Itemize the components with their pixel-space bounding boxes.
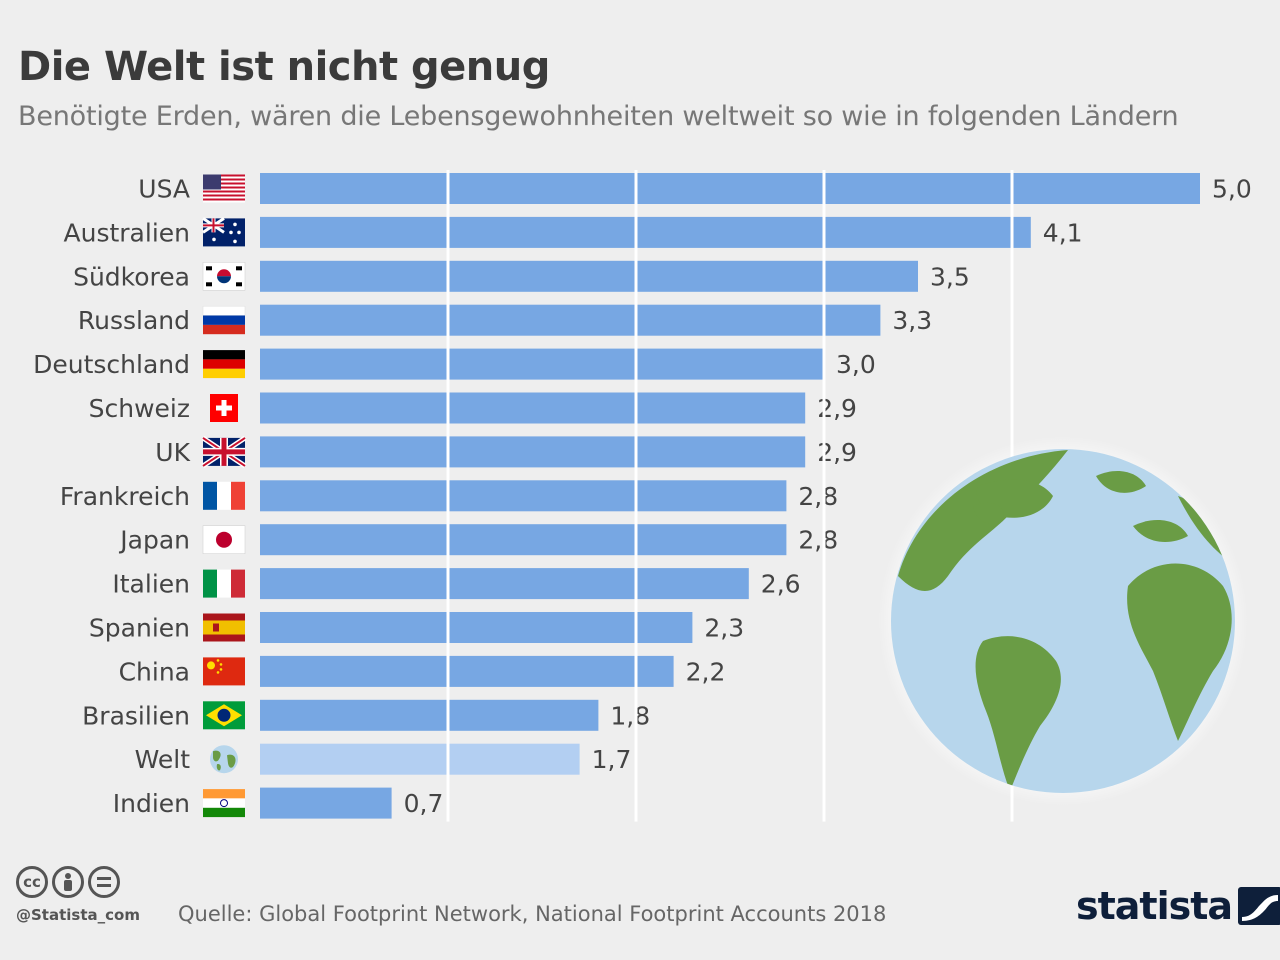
category-label: China (119, 657, 190, 686)
value-label: 3,0 (836, 350, 876, 379)
creative-commons-icon: cc (16, 866, 48, 898)
value-label: 4,1 (1043, 218, 1083, 247)
category-label: USA (138, 175, 190, 204)
bar (260, 348, 824, 380)
category-label: Spanien (89, 614, 190, 643)
bar (260, 787, 392, 819)
value-label: 2,2 (686, 657, 726, 686)
value-label: 2,8 (798, 482, 838, 511)
value-label: 3,5 (930, 262, 970, 291)
bar (260, 260, 918, 292)
flag-italy-icon (203, 569, 245, 598)
globe-icon (210, 745, 238, 774)
flag-south-korea-icon (202, 262, 246, 291)
bar (260, 568, 749, 600)
value-label: 2,8 (798, 526, 838, 555)
category-label: Schweiz (89, 394, 190, 423)
value-label: 1,7 (592, 745, 632, 774)
flag-germany-icon (203, 350, 245, 379)
globe-illustration-icon (878, 436, 1248, 806)
value-label: 0,7 (404, 789, 444, 818)
bar (260, 655, 674, 687)
category-label: Deutschland (33, 350, 190, 379)
category-label: Italien (112, 570, 190, 599)
value-label: 2,6 (761, 570, 801, 599)
bar (260, 612, 693, 643)
value-label: 2,3 (704, 614, 744, 643)
category-label: UK (155, 438, 190, 467)
bar (260, 216, 1031, 248)
value-label: 5,0 (1212, 175, 1252, 204)
bar (260, 743, 580, 775)
flag-japan-icon (202, 525, 246, 554)
flag-france-icon (203, 481, 245, 510)
brand-name: statista (1076, 884, 1233, 928)
bar (260, 699, 599, 731)
brand-logo: statista (1076, 884, 1280, 928)
flag-china-icon (203, 657, 245, 686)
bar (260, 392, 806, 424)
value-label: 3,3 (892, 306, 932, 335)
flag-brazil-icon (203, 701, 245, 730)
license-icons: cc (16, 866, 120, 898)
attribution-icon (52, 866, 84, 898)
bar (260, 480, 787, 512)
flag-spain-icon (203, 613, 245, 642)
chart-title: Die Welt ist nicht genug (18, 44, 550, 90)
bar (260, 436, 806, 468)
no-derivatives-icon (88, 866, 120, 898)
statista-logo-icon (1238, 887, 1280, 925)
category-label: Südkorea (73, 262, 190, 291)
flag-switzerland-icon (210, 394, 238, 422)
flag-uk-icon (201, 435, 247, 468)
bar (260, 304, 881, 336)
category-label: Welt (135, 745, 191, 774)
flag-australia-icon (202, 217, 245, 247)
category-label: Indien (113, 789, 190, 818)
bar (260, 524, 787, 556)
bar (260, 173, 1200, 204)
chart-subtitle: Benötigte Erden, wären die Lebensgewohnh… (18, 101, 1179, 132)
category-label: Japan (118, 526, 190, 555)
category-label: Australien (64, 218, 191, 247)
flag-russia-icon (202, 305, 246, 335)
category-label: Frankreich (60, 482, 190, 511)
category-label: Russland (78, 306, 190, 335)
category-label: Brasilien (82, 701, 190, 730)
value-label: 1,8 (610, 701, 650, 730)
source-note: Quelle: Global Footprint Network, Nation… (178, 902, 887, 926)
social-handle: @Statista_com (16, 906, 140, 924)
flag-india-icon (203, 789, 245, 818)
flag-usa-icon (203, 174, 245, 203)
bar-chart: USA 5,0 Australien 4,1 Südkorea 3,5 Russland 3,… (33, 170, 1252, 822)
